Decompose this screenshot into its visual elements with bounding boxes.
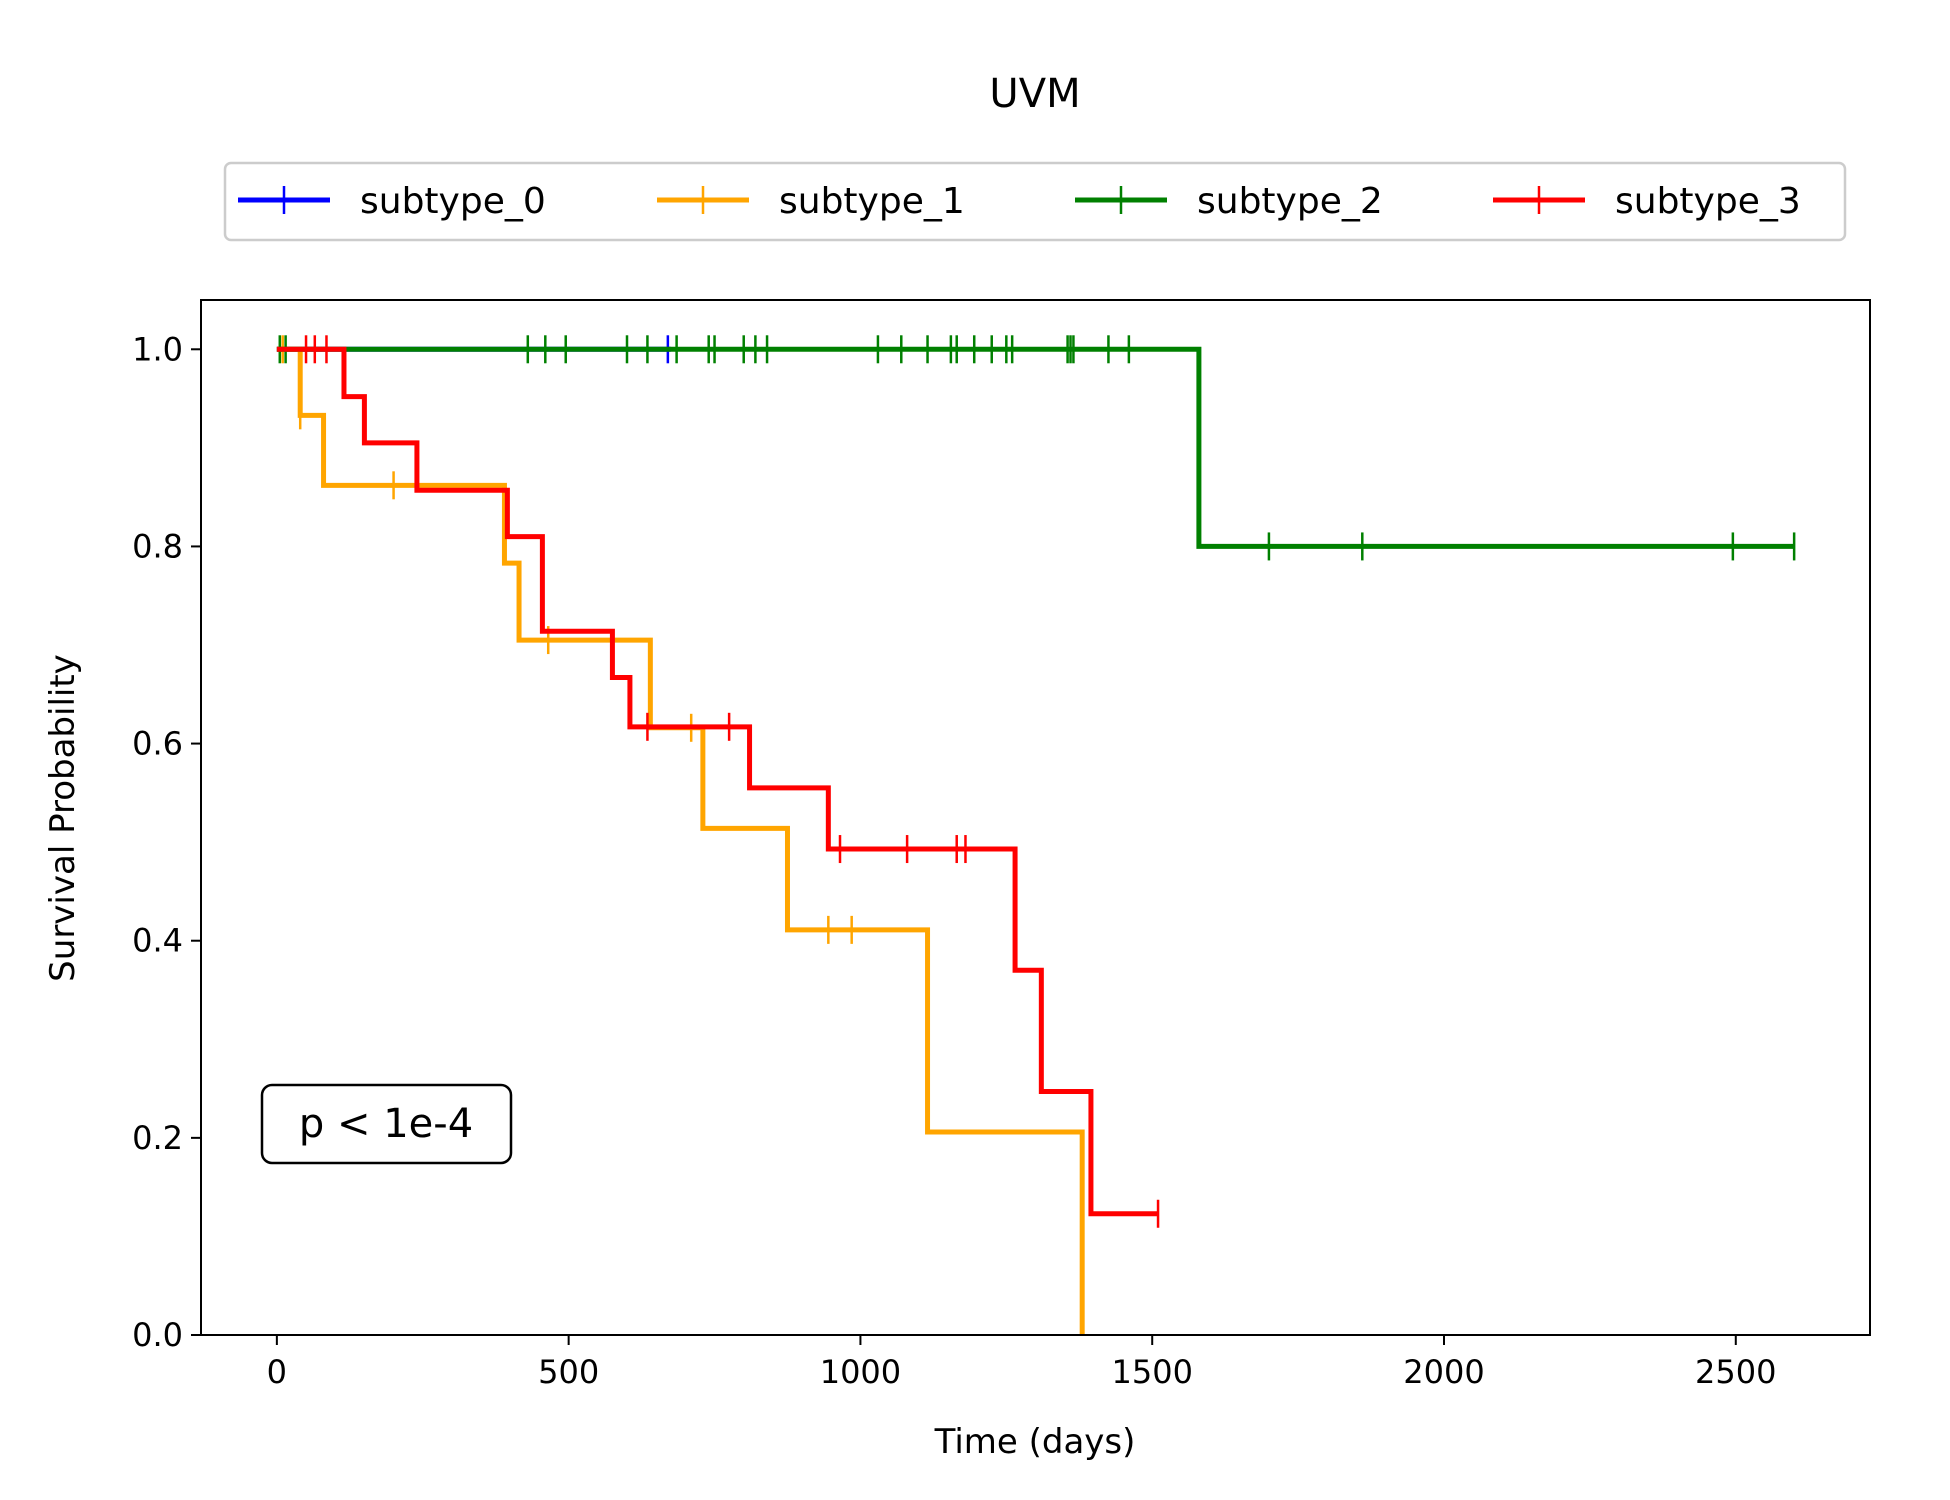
legend: subtype_0 subtype_1 subtype_2 subtype_3 xyxy=(223,161,1847,242)
y-tick-label: 0.6 xyxy=(132,725,183,763)
legend-box xyxy=(223,161,1847,242)
x-tick-label: 500 xyxy=(538,1353,599,1391)
y-tick-label: 0.0 xyxy=(132,1316,183,1354)
y-axis-label: Survival Probability xyxy=(43,654,83,982)
plot-area xyxy=(200,299,1871,1336)
y-axis: 0.0 0.2 0.4 0.6 0.8 1.0 xyxy=(132,330,201,1354)
x-tick-label: 0 xyxy=(267,1353,287,1391)
legend-entry-subtype_3: subtype_3 xyxy=(1493,181,1801,222)
p-value-annotation: p < 1e-4 xyxy=(260,1083,513,1165)
legend-label: subtype_3 xyxy=(1615,181,1801,222)
x-tick-label: 2000 xyxy=(1403,1353,1484,1391)
x-axis-label: Time (days) xyxy=(934,1422,1136,1462)
annotation-box xyxy=(260,1083,513,1165)
survival-curve-subtype_2 xyxy=(276,346,1795,549)
legend-label: subtype_0 xyxy=(360,181,546,222)
survival-curve-subtype_1 xyxy=(276,346,1085,1335)
y-tick-label: 0.2 xyxy=(132,1119,183,1157)
p-value-text: p < 1e-4 xyxy=(299,1101,473,1147)
legend-label: subtype_1 xyxy=(779,181,965,222)
legend-entry-subtype_1: subtype_1 xyxy=(657,181,965,222)
legend-entry-subtype_2: subtype_2 xyxy=(1075,181,1383,222)
y-tick-label: 1.0 xyxy=(132,330,183,368)
series-subtype_1 xyxy=(276,335,1085,1335)
y-tick-label: 0.8 xyxy=(132,527,183,565)
x-tick-label: 1500 xyxy=(1111,1353,1192,1391)
series-subtype_3 xyxy=(276,335,1160,1228)
series-layer xyxy=(276,335,1796,1335)
chart-title: UVM xyxy=(989,71,1080,117)
y-tick-label: 0.4 xyxy=(132,922,183,960)
legend-label: subtype_2 xyxy=(1197,181,1383,222)
series-subtype_2 xyxy=(276,335,1796,561)
x-axis: 0 500 1000 1500 2000 2500 xyxy=(267,1335,1776,1391)
legend-entry-subtype_0: subtype_0 xyxy=(238,181,546,222)
x-tick-label: 1000 xyxy=(820,1353,901,1391)
x-tick-label: 2500 xyxy=(1695,1353,1776,1391)
axes-frame xyxy=(200,299,1871,1336)
survival-curve-subtype_3 xyxy=(276,346,1159,1217)
